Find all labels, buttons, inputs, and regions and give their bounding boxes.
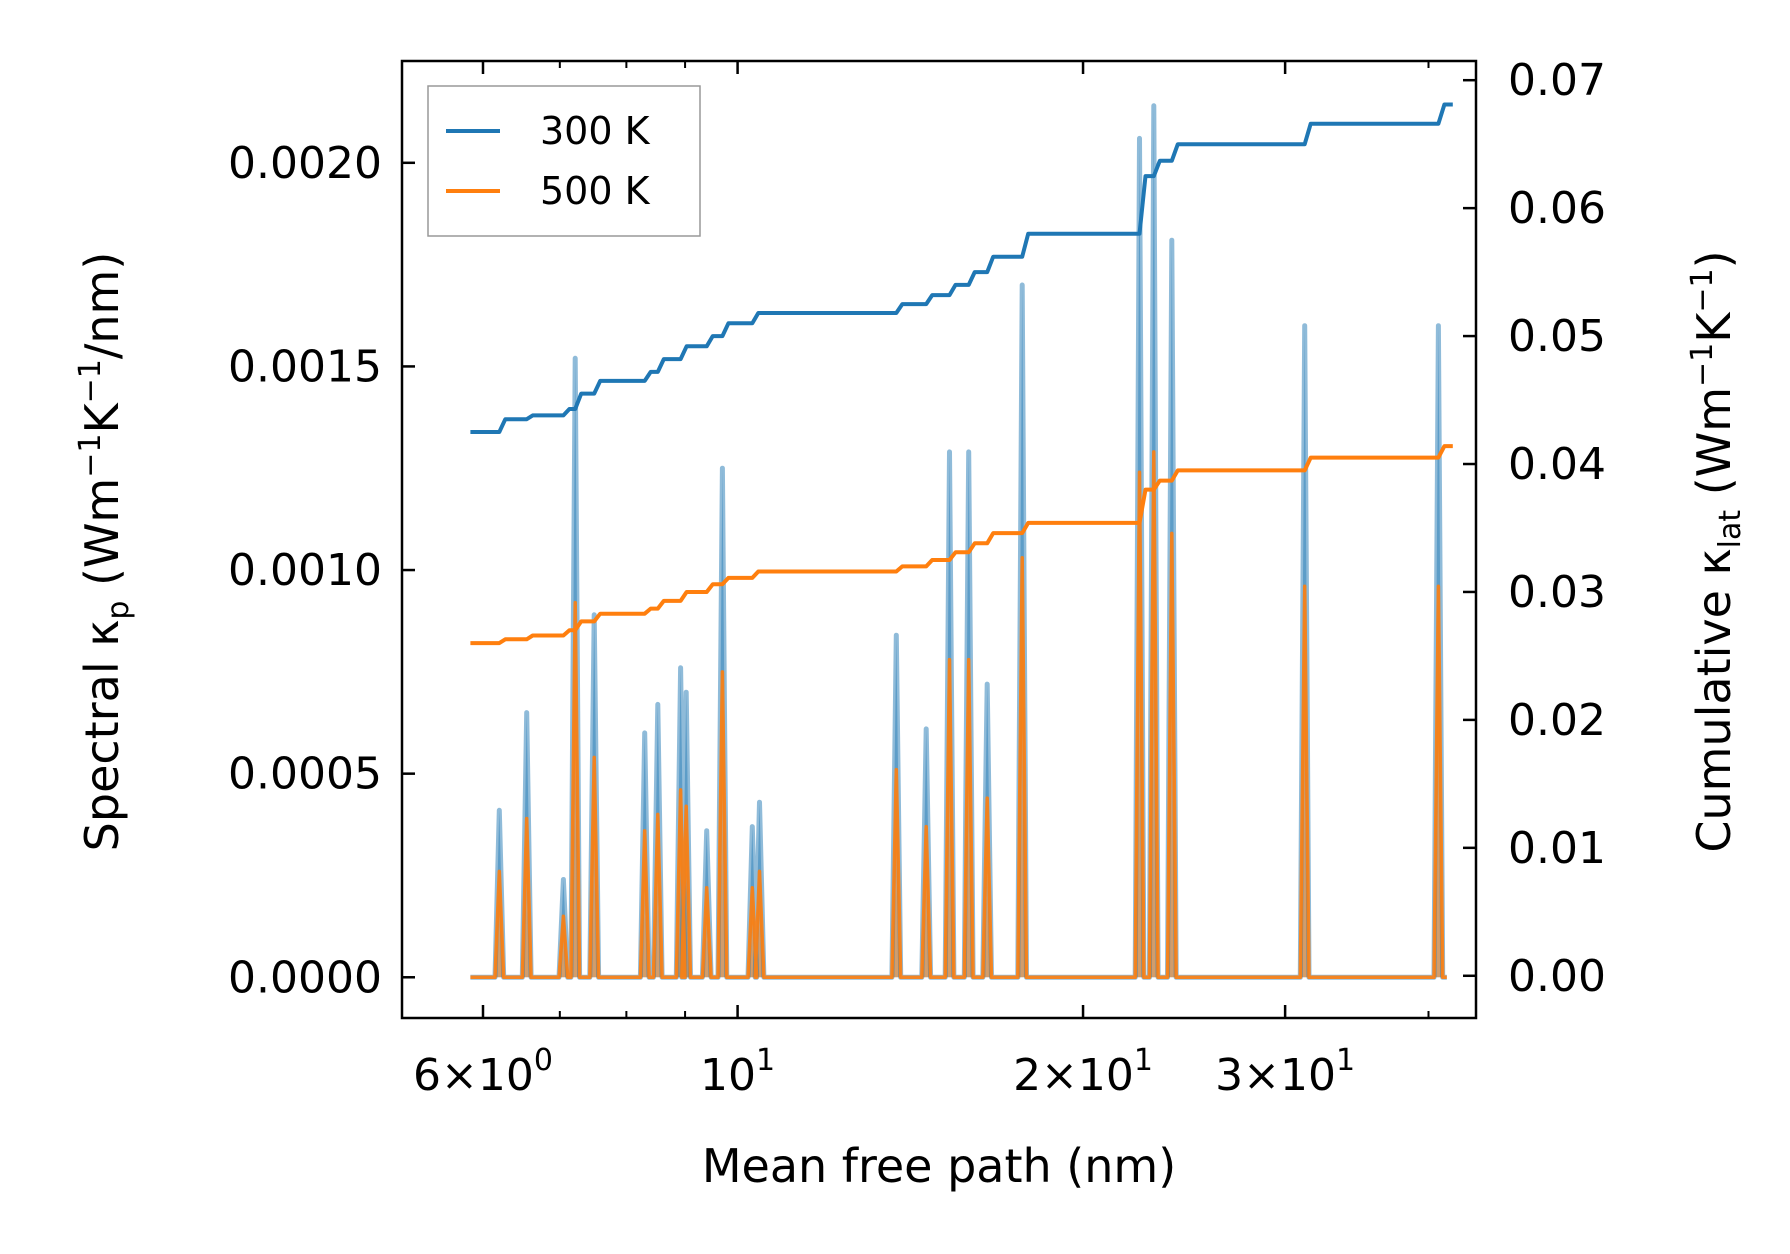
y-left-tick-label: 0.0000 — [228, 952, 382, 1003]
legend: 300 K 500 K — [427, 85, 701, 237]
y-left-tick-label: 0.0010 — [228, 545, 382, 596]
plot-frame — [400, 59, 1478, 1020]
cumulative-line-layer — [470, 102, 1453, 646]
y-left-tick-label: 0.0020 — [228, 138, 382, 189]
cumulative-line-500K — [470, 444, 1453, 646]
x-tick-label: 101 — [700, 1043, 775, 1101]
y-right-tick-label: 0.04 — [1508, 439, 1606, 490]
y-left-tick-label: 0.0015 — [228, 341, 382, 392]
y-right-tick-label: 0.05 — [1508, 311, 1606, 362]
y-right-tick-label: 0.07 — [1508, 55, 1606, 106]
y-right-tick-label: 0.00 — [1508, 951, 1606, 1002]
cumulative-line-300K — [470, 102, 1453, 434]
y-axis-right-label: Cumulative κlat (Wm−1K−1) — [1685, 250, 1748, 852]
spectral-line-500K — [470, 450, 1447, 980]
y-right-tick-label: 0.01 — [1508, 823, 1606, 874]
y-right-tick-label: 0.03 — [1508, 567, 1606, 618]
y-left-tick-label: 0.0005 — [228, 749, 382, 800]
x-tick-label: 3×101 — [1215, 1043, 1355, 1101]
x-tick-label: 6×100 — [413, 1043, 553, 1101]
x-axis-label: Mean free path (nm) — [702, 1139, 1176, 1193]
legend-label-300K: 300 K — [540, 109, 651, 153]
tick-layer: 6×100 101 2×101 3×101 0.0000 0.0005 0.0010 0.00… — [228, 55, 1606, 1101]
spectral-line-layer — [470, 103, 1447, 980]
y-right-tick-label: 0.02 — [1508, 695, 1606, 746]
y-right-tick-label: 0.06 — [1508, 183, 1606, 234]
legend-label-500K: 500 K — [540, 169, 651, 213]
y-axis-left-label: Spectral κp (Wm−1K−1/nm) — [73, 252, 136, 852]
x-tick-label: 2×101 — [1013, 1043, 1153, 1101]
legend-box — [427, 85, 701, 237]
